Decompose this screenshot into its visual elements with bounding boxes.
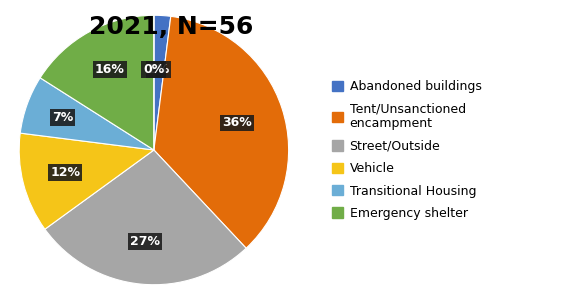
Wedge shape — [21, 78, 154, 150]
Wedge shape — [45, 150, 246, 285]
Wedge shape — [19, 133, 154, 229]
Legend: Abandoned buildings, Tent/Unsanctioned
encampment, Street/Outside, Vehicle, Tran: Abandoned buildings, Tent/Unsanctioned e… — [332, 80, 482, 220]
Text: 2021, N=56: 2021, N=56 — [89, 15, 253, 39]
Wedge shape — [40, 15, 154, 150]
Text: 7%: 7% — [52, 111, 74, 124]
Wedge shape — [154, 16, 288, 248]
Text: 2%: 2% — [148, 63, 170, 76]
Text: 0%: 0% — [143, 63, 165, 76]
Wedge shape — [154, 15, 171, 150]
Text: 27%: 27% — [131, 235, 160, 248]
Text: 12%: 12% — [50, 166, 80, 179]
Text: 36%: 36% — [222, 116, 252, 129]
Text: 16%: 16% — [95, 63, 125, 76]
